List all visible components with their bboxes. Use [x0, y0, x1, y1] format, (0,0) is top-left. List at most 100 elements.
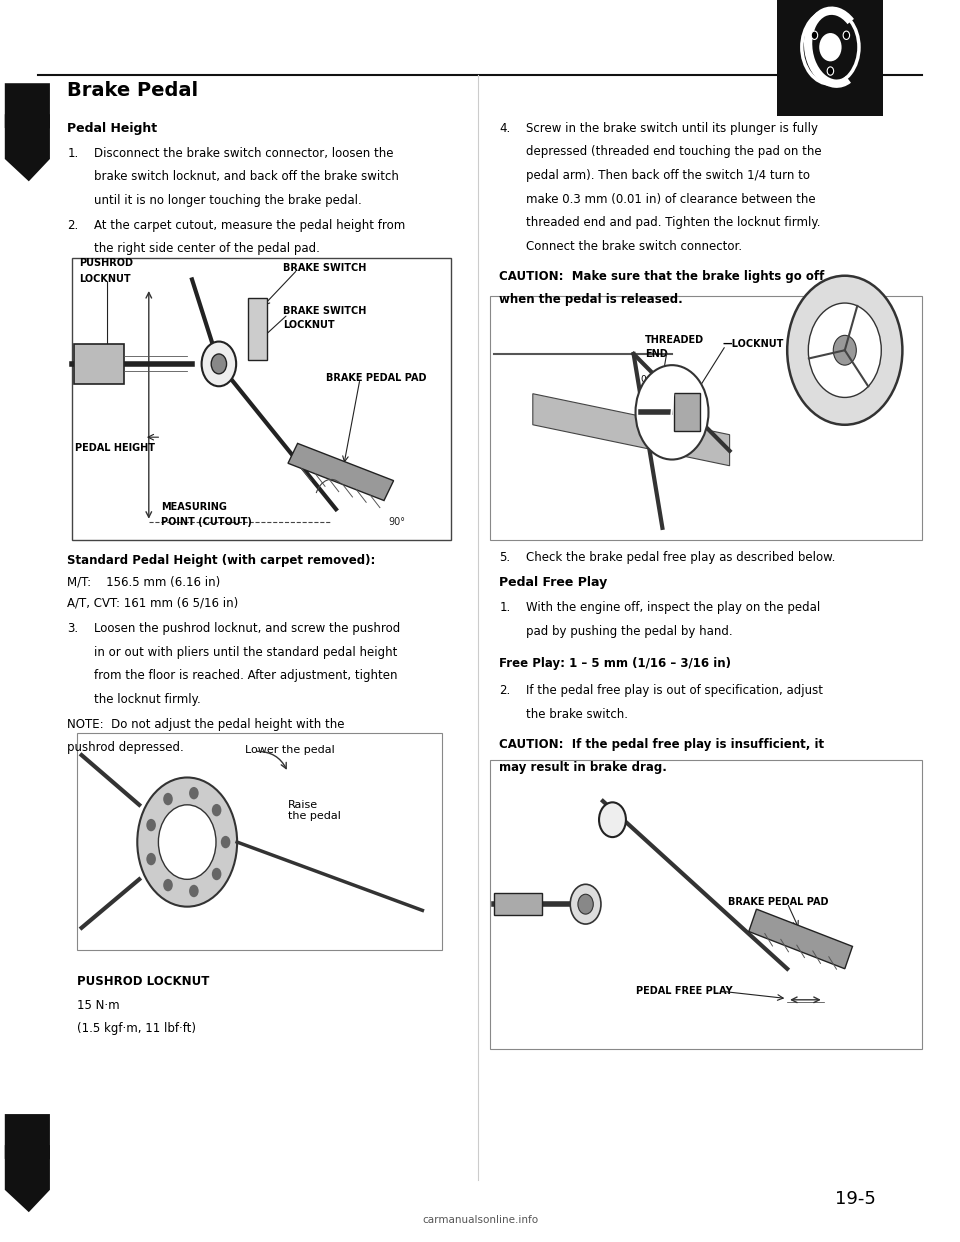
Text: Pedal Free Play: Pedal Free Play: [499, 576, 608, 589]
Text: (1.5 kgf·m, 11 lbf·ft): (1.5 kgf·m, 11 lbf·ft): [77, 1022, 196, 1035]
Text: BRAKE SWITCH: BRAKE SWITCH: [283, 263, 367, 273]
Text: carmanualsonline.info: carmanualsonline.info: [422, 1215, 538, 1225]
Polygon shape: [749, 909, 852, 969]
Circle shape: [599, 802, 626, 837]
Text: 1.: 1.: [499, 601, 511, 614]
Text: may result in brake drag.: may result in brake drag.: [499, 761, 667, 774]
Polygon shape: [533, 394, 730, 466]
Text: make 0.3 mm (0.01 in) of clearance between the: make 0.3 mm (0.01 in) of clearance betwe…: [526, 193, 816, 205]
Text: With the engine off, inspect the play on the pedal: With the engine off, inspect the play on…: [526, 601, 821, 614]
Circle shape: [787, 276, 902, 425]
FancyBboxPatch shape: [490, 296, 922, 540]
Text: PUSHROD: PUSHROD: [79, 258, 132, 268]
Text: NOTE:  Do not adjust the pedal height with the: NOTE: Do not adjust the pedal height wit…: [67, 718, 345, 730]
Circle shape: [843, 31, 850, 40]
Circle shape: [146, 853, 156, 866]
Text: Free Play: 1 – 5 mm (1/16 – 3/16 in): Free Play: 1 – 5 mm (1/16 – 3/16 in): [499, 657, 732, 669]
Text: Disconnect the brake switch connector, loosen the: Disconnect the brake switch connector, l…: [94, 147, 394, 159]
Text: 2.: 2.: [499, 684, 511, 697]
Text: Check the brake pedal free play as described below.: Check the brake pedal free play as descr…: [526, 551, 835, 564]
Circle shape: [570, 884, 601, 924]
Text: LOCKNUT: LOCKNUT: [79, 274, 131, 284]
Text: the right side center of the pedal pad.: the right side center of the pedal pad.: [94, 242, 320, 255]
FancyBboxPatch shape: [490, 760, 922, 1049]
Circle shape: [820, 34, 841, 61]
Text: 3.: 3.: [67, 622, 79, 635]
Text: —LOCKNUT: —LOCKNUT: [723, 339, 784, 349]
Text: BRAKE PEDAL PAD: BRAKE PEDAL PAD: [728, 897, 828, 907]
Text: Pedal Height: Pedal Height: [67, 122, 157, 134]
Text: PEDAL FREE PLAY: PEDAL FREE PLAY: [636, 986, 732, 996]
Circle shape: [811, 31, 818, 40]
Text: 4.: 4.: [499, 122, 511, 134]
Circle shape: [202, 342, 236, 386]
Text: 19-5: 19-5: [835, 1190, 876, 1207]
FancyBboxPatch shape: [72, 258, 451, 540]
FancyBboxPatch shape: [77, 733, 442, 950]
FancyBboxPatch shape: [248, 298, 267, 360]
Text: M/T:    156.5 mm (6.16 in): M/T: 156.5 mm (6.16 in): [67, 575, 221, 587]
Circle shape: [158, 805, 216, 879]
FancyBboxPatch shape: [778, 0, 883, 116]
Polygon shape: [288, 443, 394, 501]
Text: CAUTION:  If the pedal free play is insufficient, it: CAUTION: If the pedal free play is insuf…: [499, 738, 825, 750]
Text: 2.: 2.: [67, 219, 79, 231]
Text: Raise
the pedal: Raise the pedal: [288, 800, 341, 821]
Text: the locknut firmly.: the locknut firmly.: [94, 693, 201, 705]
Circle shape: [189, 884, 199, 897]
Text: 0.3 mm: 0.3 mm: [641, 375, 676, 384]
Text: Connect the brake switch connector.: Connect the brake switch connector.: [526, 240, 742, 252]
Circle shape: [137, 777, 237, 907]
Text: threaded end and pad. Tighten the locknut firmly.: threaded end and pad. Tighten the locknu…: [526, 216, 821, 229]
Circle shape: [833, 335, 856, 365]
Text: pad by pushing the pedal by hand.: pad by pushing the pedal by hand.: [526, 625, 732, 637]
Polygon shape: [5, 83, 50, 150]
Text: depressed (threaded end touching the pad on the: depressed (threaded end touching the pad…: [526, 145, 822, 158]
Circle shape: [211, 354, 227, 374]
Circle shape: [221, 836, 230, 848]
FancyBboxPatch shape: [74, 344, 124, 384]
Text: pushrod depressed.: pushrod depressed.: [67, 741, 184, 754]
Text: BRAKE PEDAL PAD: BRAKE PEDAL PAD: [326, 373, 427, 383]
Text: Lower the pedal: Lower the pedal: [245, 745, 334, 755]
Circle shape: [189, 787, 199, 800]
Text: 90°: 90°: [389, 517, 406, 527]
Circle shape: [163, 879, 173, 892]
Text: Loosen the pushrod locknut, and screw the pushrod: Loosen the pushrod locknut, and screw th…: [94, 622, 400, 635]
Text: LOCKNUT: LOCKNUT: [283, 320, 335, 330]
Text: Standard Pedal Height (with carpet removed):: Standard Pedal Height (with carpet remov…: [67, 554, 375, 566]
Text: brake switch locknut, and back off the brake switch: brake switch locknut, and back off the b…: [94, 170, 399, 183]
Text: BRAKE SWITCH: BRAKE SWITCH: [283, 306, 367, 315]
Text: If the pedal free play is out of specification, adjust: If the pedal free play is out of specifi…: [526, 684, 823, 697]
Text: CAUTION:  Make sure that the brake lights go off: CAUTION: Make sure that the brake lights…: [499, 270, 825, 282]
Circle shape: [212, 868, 222, 881]
Circle shape: [212, 804, 222, 816]
Text: PEDAL HEIGHT: PEDAL HEIGHT: [75, 443, 155, 453]
Text: Brake Pedal: Brake Pedal: [67, 81, 199, 99]
Text: 5.: 5.: [499, 551, 511, 564]
Text: 15 N·m: 15 N·m: [77, 999, 119, 1011]
Circle shape: [578, 894, 593, 914]
Circle shape: [808, 303, 881, 397]
Text: Screw in the brake switch until its plunger is fully: Screw in the brake switch until its plun…: [526, 122, 818, 134]
Text: when the pedal is released.: when the pedal is released.: [499, 293, 683, 306]
Text: THREADED: THREADED: [645, 335, 705, 345]
Text: (0.01 in): (0.01 in): [641, 388, 680, 396]
Text: PUSHROD LOCKNUT: PUSHROD LOCKNUT: [77, 975, 209, 987]
Text: A/T, CVT: 161 mm (6 5/16 in): A/T, CVT: 161 mm (6 5/16 in): [67, 596, 238, 609]
Text: END: END: [645, 349, 668, 359]
Text: until it is no longer touching the brake pedal.: until it is no longer touching the brake…: [94, 194, 362, 206]
Circle shape: [163, 792, 173, 805]
Circle shape: [146, 818, 156, 831]
Circle shape: [636, 365, 708, 460]
Polygon shape: [5, 1145, 50, 1212]
Text: from the floor is reached. After adjustment, tighten: from the floor is reached. After adjustm…: [94, 669, 397, 682]
FancyBboxPatch shape: [494, 893, 542, 915]
FancyBboxPatch shape: [674, 394, 700, 431]
Polygon shape: [5, 114, 50, 181]
Text: POINT (CUTOUT): POINT (CUTOUT): [161, 517, 252, 527]
Text: MEASURING: MEASURING: [161, 502, 228, 512]
Circle shape: [828, 67, 833, 76]
Text: pedal arm). Then back off the switch 1/4 turn to: pedal arm). Then back off the switch 1/4…: [526, 169, 810, 181]
Polygon shape: [5, 1114, 50, 1181]
